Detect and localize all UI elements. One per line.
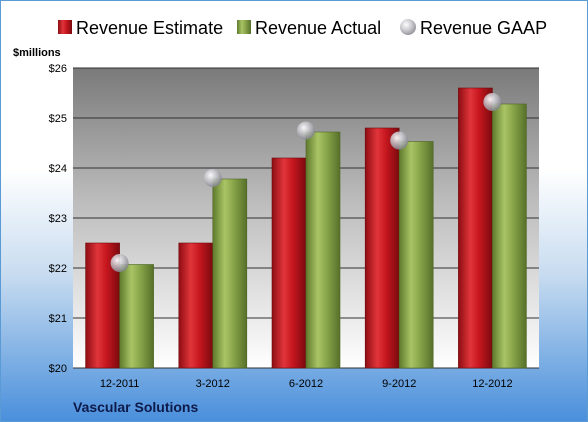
x-axis-ticks: 12-2011 3-2012 6-2012 9-2012 12-2012 xyxy=(100,378,513,390)
y-axis-ticks: $20 $21 $22 $23 $24 $25 $26 xyxy=(49,63,67,375)
bar-revenue-actual xyxy=(305,131,341,369)
y-tick-label: $25 xyxy=(49,113,67,125)
legend-label-gaap: Revenue GAAP xyxy=(420,18,547,38)
x-tick-label: 12-2011 xyxy=(100,378,140,390)
bar-revenue-actual xyxy=(212,178,248,369)
legend-label-estimate: Revenue Estimate xyxy=(76,18,223,38)
bar-revenue-actual xyxy=(119,264,154,369)
marker-revenue-gaap xyxy=(390,131,409,150)
legend-item-gaap: Revenue GAAP xyxy=(400,18,547,38)
marker-revenue-gaap xyxy=(483,93,502,111)
bar-revenue-estimate xyxy=(458,87,493,369)
bar-revenue-estimate xyxy=(178,242,214,369)
legend-label-actual: Revenue Actual xyxy=(255,18,381,38)
marker-revenue-gaap xyxy=(297,121,315,140)
bar-revenue-actual xyxy=(492,103,527,369)
y-tick-label: $23 xyxy=(49,213,67,225)
x-tick-label: 6-2012 xyxy=(289,378,323,390)
y-tick-label: $26 xyxy=(49,63,67,75)
x-tick-label: 9-2012 xyxy=(382,378,416,390)
y-tick-label: $21 xyxy=(49,313,67,325)
bars xyxy=(85,87,527,369)
marker-revenue-gaap xyxy=(110,254,129,272)
marker-revenue-gaap xyxy=(203,169,222,187)
legend: Revenue Estimate Revenue Actual Revenue … xyxy=(58,18,547,38)
legend-item-actual: Revenue Actual xyxy=(237,18,381,38)
legend-item-estimate: Revenue Estimate xyxy=(58,18,223,38)
legend-swatch-gaap xyxy=(400,19,416,35)
x-tick-label: 12-2012 xyxy=(472,378,512,390)
y-tick-label: $20 xyxy=(49,363,67,375)
legend-swatch-actual xyxy=(237,20,251,34)
legend-swatch-estimate xyxy=(58,20,72,34)
x-tick-label: 3-2012 xyxy=(196,378,230,390)
bar-revenue-actual xyxy=(398,141,434,369)
company-name: Vascular Solutions xyxy=(73,399,198,415)
y-tick-label: $22 xyxy=(49,263,67,275)
bar-revenue-estimate xyxy=(271,157,307,369)
y-tick-label: $24 xyxy=(49,163,67,175)
gaap-markers xyxy=(110,93,502,272)
bar-revenue-estimate xyxy=(364,127,400,369)
y-axis-unit: $millions xyxy=(13,47,61,59)
